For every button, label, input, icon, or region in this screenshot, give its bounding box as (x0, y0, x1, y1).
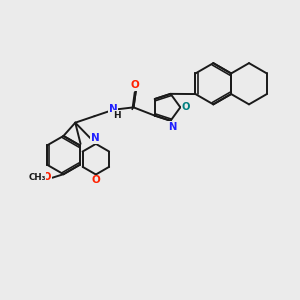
Text: O: O (43, 172, 51, 182)
Text: O: O (131, 80, 140, 90)
Text: N: N (168, 122, 176, 132)
Text: O: O (92, 176, 100, 185)
Text: H: H (113, 110, 121, 119)
Text: O: O (182, 102, 190, 112)
Text: CH₃: CH₃ (28, 173, 46, 182)
Text: N: N (109, 104, 117, 114)
Text: N: N (91, 133, 100, 143)
